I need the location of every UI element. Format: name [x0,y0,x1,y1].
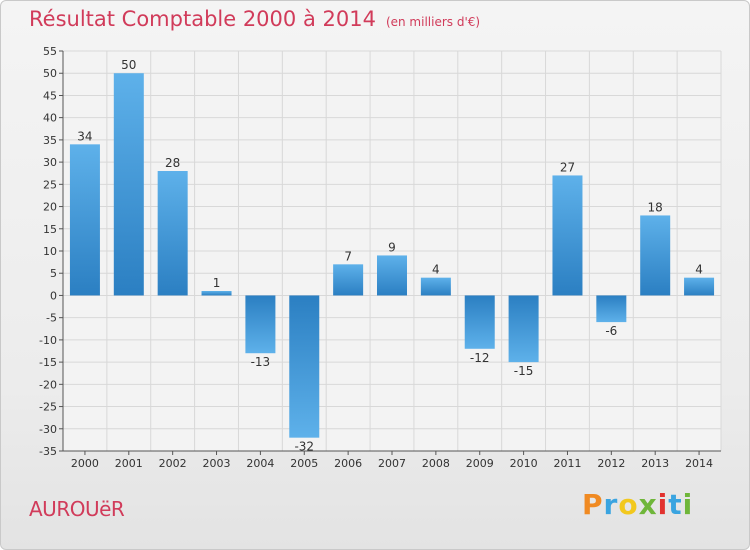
logo-letter: i [682,488,694,521]
y-tick-label: 0 [50,289,57,302]
logo-letter: P [582,488,604,521]
data-label-2001: 50 [121,58,136,72]
y-tick-label: 20 [43,201,57,214]
bar-2012 [596,295,627,323]
data-label-2013: 18 [648,200,663,214]
y-tick-label: -25 [39,401,57,414]
proxiti-logo: Proxiti [582,488,693,521]
bar-2008 [420,277,451,296]
chart-title: Résultat Comptable 2000 à 2014 [29,7,376,31]
data-label-2003: 1 [213,276,221,290]
y-tick-label: 30 [43,156,57,169]
bar-2005 [289,295,320,438]
data-label-2012: -6 [605,324,617,338]
bar-2014 [684,277,715,296]
x-tick-label-2014: 2014 [685,457,713,470]
data-label-2006: 7 [344,249,352,263]
x-tick-label-2008: 2008 [422,457,450,470]
bars-layer [69,73,715,438]
x-tick-label-2004: 2004 [246,457,274,470]
x-tick-label-2001: 2001 [115,457,143,470]
y-tick-label: -15 [39,356,57,369]
axis-layer: 5550454035302520151050-5-10-15-20-25-30-… [39,45,721,470]
x-tick-label-2006: 2006 [334,457,362,470]
x-tick-label-2000: 2000 [71,457,99,470]
data-label-2011: 27 [560,160,575,174]
x-tick-label-2005: 2005 [290,457,318,470]
x-tick-label-2011: 2011 [553,457,581,470]
data-label-2005: -32 [294,440,314,454]
y-tick-label: 10 [43,245,57,258]
y-tick-label: -5 [46,312,57,325]
x-tick-label-2003: 2003 [203,457,231,470]
y-tick-label: 55 [43,45,57,58]
data-label-2014: 4 [695,263,703,277]
chart-subtitle: (en milliers d'€) [385,15,481,29]
data-label-2010: -15 [514,364,534,378]
y-tick-label: -20 [39,378,57,391]
x-tick-label-2009: 2009 [466,457,494,470]
y-tick-label: 25 [43,178,57,191]
y-tick-label: -10 [39,334,57,347]
chart-title-block: Résultat Comptable 2000 à 2014 (en millie… [29,7,480,31]
y-tick-label: 15 [43,223,57,236]
logo-letter: i [657,488,669,521]
bar-2000 [69,144,100,296]
bar-2006 [333,264,364,296]
x-tick-label-2007: 2007 [378,457,406,470]
data-label-2007: 9 [388,240,396,254]
y-tick-label: 40 [43,112,57,125]
data-label-2009: -12 [470,351,490,365]
logo-letter: o [618,488,639,521]
x-tick-label-2010: 2010 [510,457,538,470]
bar-2002 [157,171,188,296]
logo-letter: r [603,488,619,521]
bar-2010 [508,295,539,363]
labels-layer: 34 50 28 1 -13 -32 7 9 4 -12 -15 27 -6 18 4 [77,58,703,453]
logo-letter: t [668,488,683,521]
data-label-2002: 28 [165,156,180,170]
y-tick-label: 5 [50,267,57,280]
data-label-2008: 4 [432,263,440,277]
bar-2013 [640,215,671,296]
bar-2001 [113,73,144,296]
bar-2007 [377,255,407,296]
y-tick-label: -35 [39,445,57,458]
y-tick-label: -30 [39,423,57,436]
data-label-2004: -13 [251,355,271,369]
x-tick-label-2002: 2002 [159,457,187,470]
y-tick-label: 45 [43,89,57,102]
x-tick-label-2012: 2012 [597,457,625,470]
bar-2003 [201,291,232,296]
y-tick-label: 50 [43,67,57,80]
bar-2004 [245,295,276,354]
bar-2011 [552,175,583,296]
data-label-2000: 34 [77,129,92,143]
x-tick-label-2013: 2013 [641,457,669,470]
commune-name: AUROUëR [29,497,125,521]
bar-2009 [464,295,495,349]
y-tick-label: 35 [43,134,57,147]
logo-letter: x [638,488,658,521]
